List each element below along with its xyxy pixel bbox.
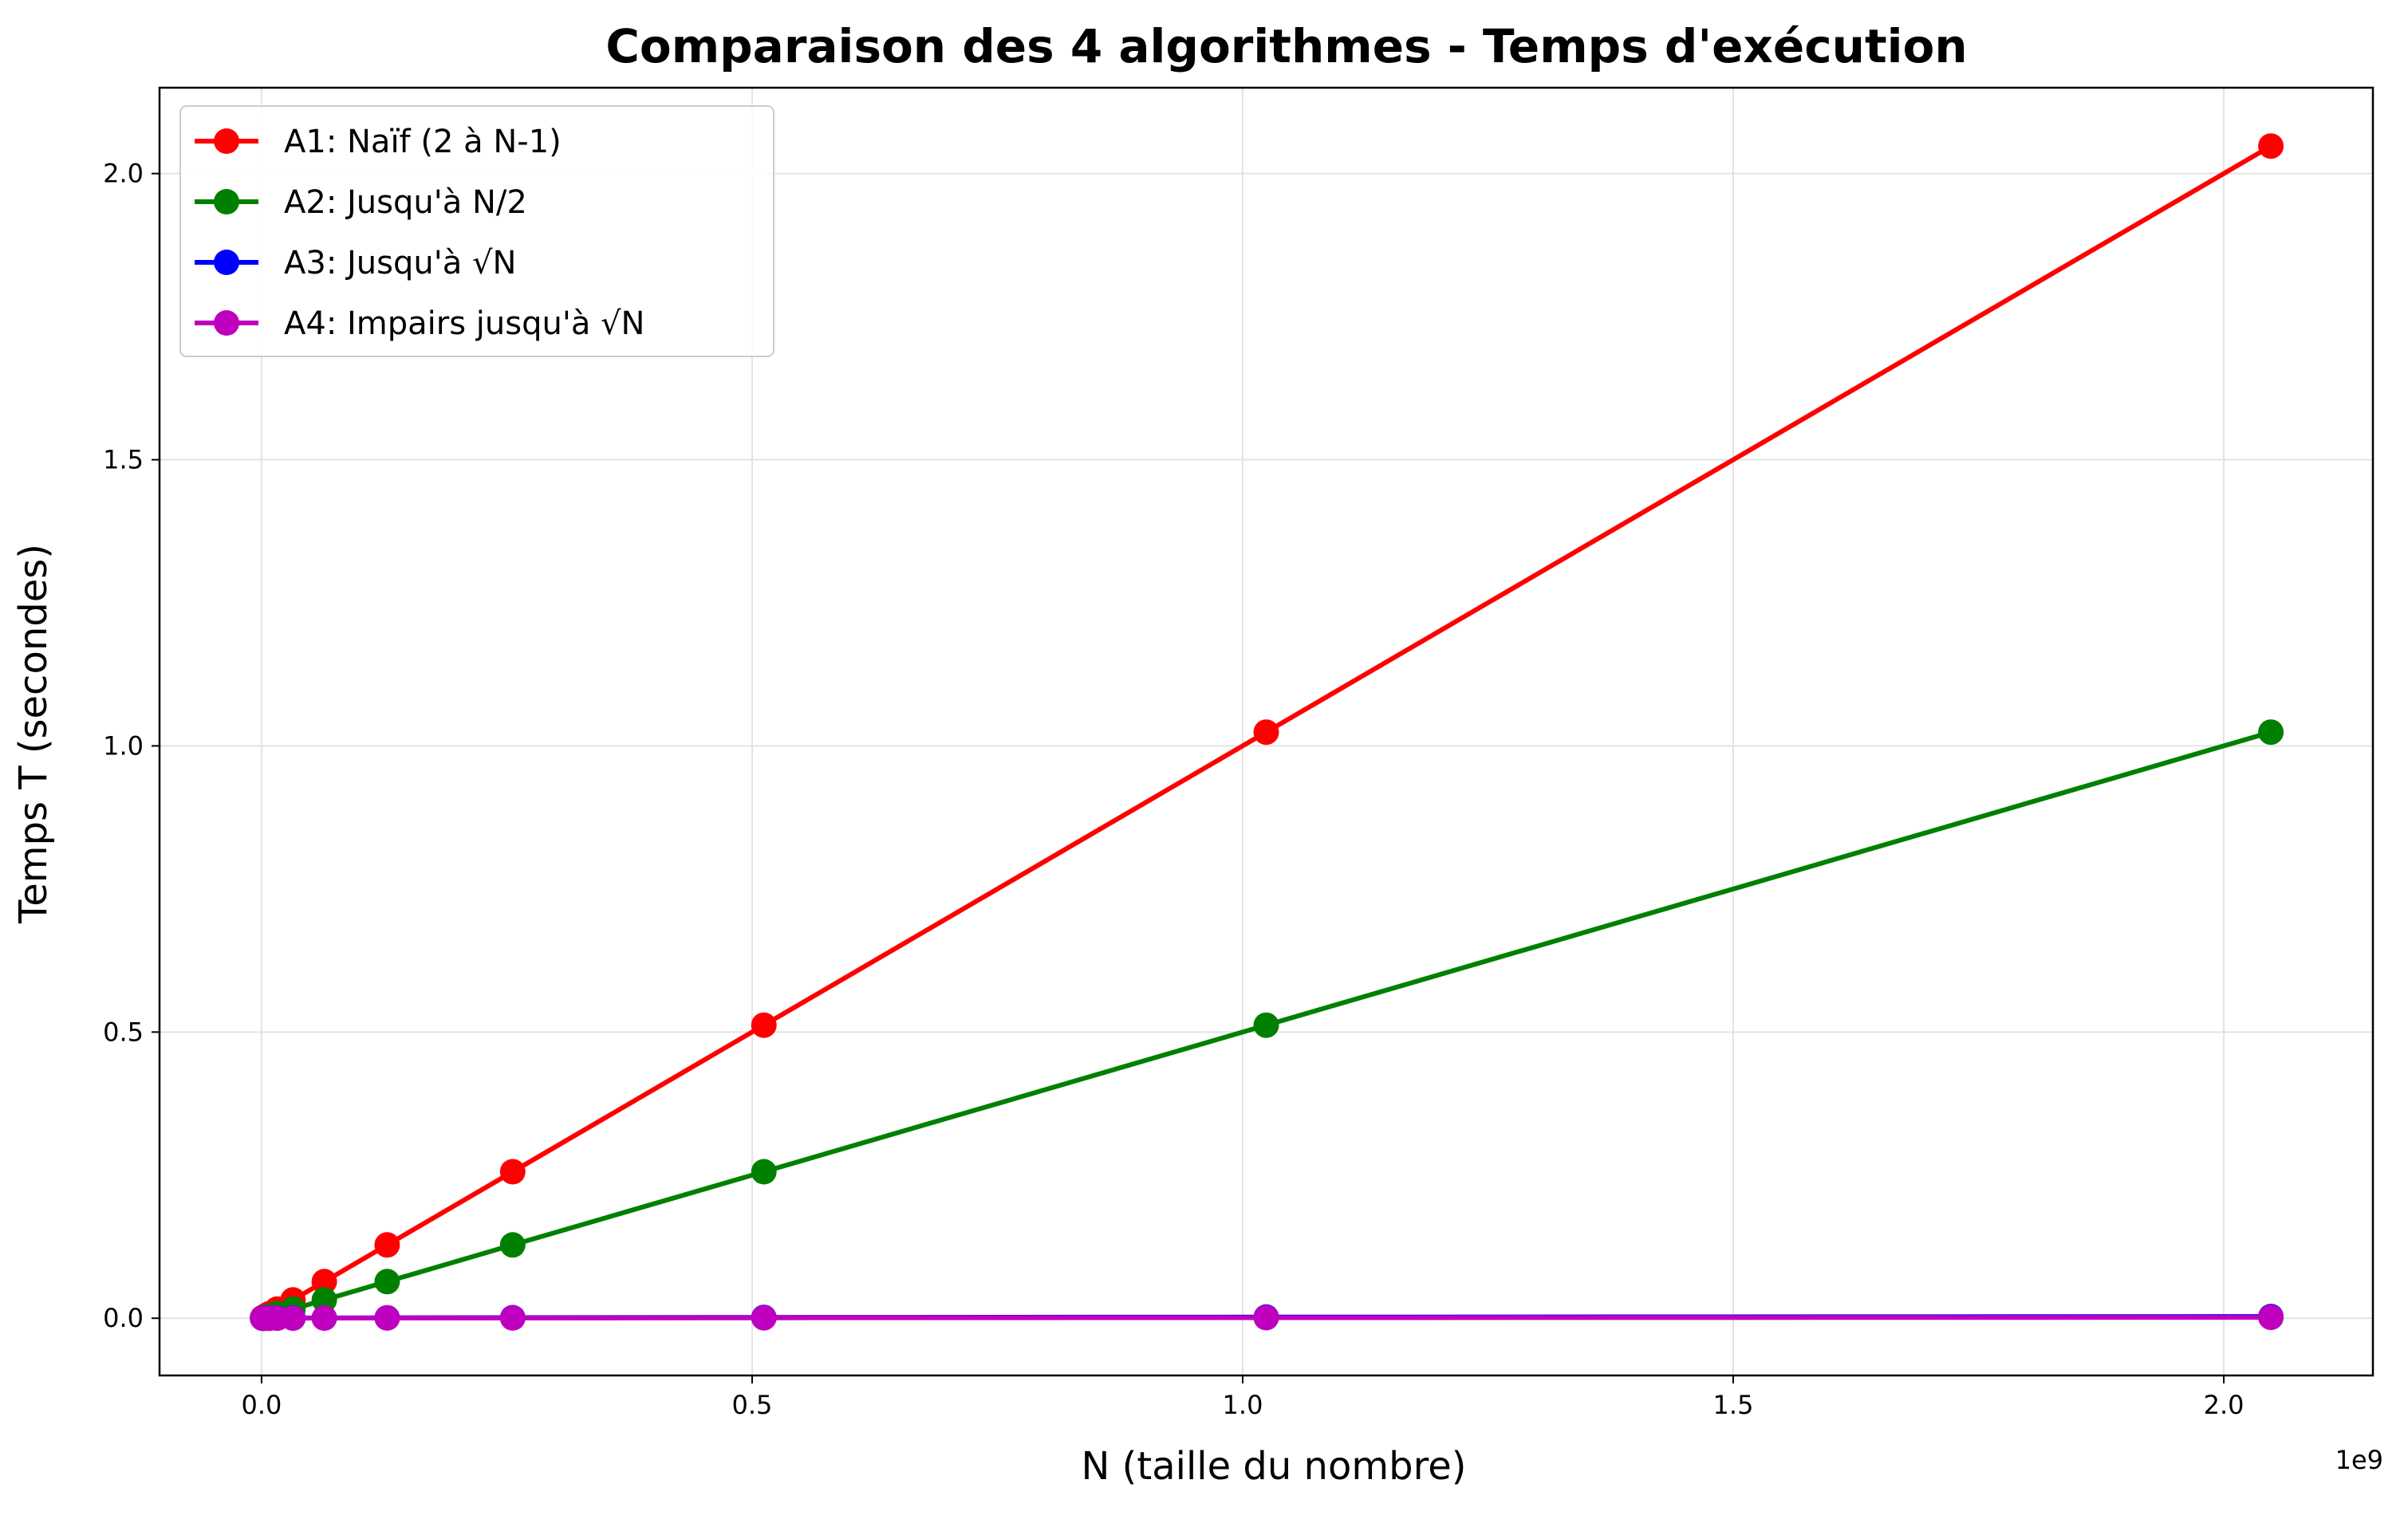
x-tick-label: 0.0: [241, 1390, 282, 1420]
data-point: [311, 1287, 337, 1313]
data-point: [1253, 1304, 1279, 1331]
data-point: [1253, 719, 1279, 746]
legend-item: A4: Impairs jusqu'à √N: [195, 305, 644, 342]
legend-item: A1: Naïf (2 à N-1): [195, 124, 562, 160]
data-point: [374, 1304, 400, 1331]
data-point: [374, 1269, 400, 1295]
legend-marker: [214, 128, 239, 154]
data-point: [2258, 133, 2284, 159]
legend-label: A1: Naïf (2 à N-1): [284, 124, 562, 160]
y-tick-label: 0.5: [103, 1017, 144, 1047]
plot-frame: [158, 86, 2375, 1377]
legend-box: [179, 105, 774, 357]
data-point: [751, 1159, 777, 1185]
plot-series: [250, 133, 2284, 1332]
data-point: [280, 1305, 306, 1332]
legend-marker: [214, 189, 239, 214]
data-point: [499, 1304, 526, 1331]
legend-label: A3: Jusqu'à √N: [284, 245, 516, 281]
data-point: [2258, 1304, 2284, 1331]
x-tick-label: 1.0: [1223, 1390, 1263, 1420]
axis-ticks: 0.0 0.5 1.0 1.5 2.0 0.0 0.5 1.0 1.5 2.0: [103, 159, 2244, 1420]
data-point: [751, 1304, 777, 1331]
legend-marker: [214, 250, 239, 275]
legend-label: A4: Impairs jusqu'à √N: [284, 305, 644, 342]
x-axis-offset-label: 1e9: [2335, 1445, 2383, 1475]
y-tick-label: 2.0: [103, 159, 144, 189]
data-point: [751, 1012, 777, 1038]
y-tick-label: 1.0: [103, 730, 144, 761]
data-point: [374, 1232, 400, 1258]
legend-item: A2: Jusqu'à N/2: [195, 184, 527, 221]
data-point: [499, 1232, 526, 1258]
x-tick-label: 1.5: [1713, 1390, 1754, 1420]
legend-marker: [214, 310, 239, 336]
x-axis-label: N (taille du nombre): [1081, 1444, 1466, 1489]
data-point: [2258, 719, 2284, 746]
chart-title: Comparaison des 4 algorithmes - Temps d'…: [605, 19, 1967, 73]
y-tick-label: 1.5: [103, 445, 144, 475]
x-tick-label: 0.5: [732, 1390, 773, 1420]
data-point: [311, 1269, 337, 1295]
legend-label: A2: Jusqu'à N/2: [284, 184, 527, 221]
y-axis-label: Temps T (secondes): [11, 544, 56, 924]
data-point: [499, 1159, 526, 1185]
x-tick-label: 2.0: [2204, 1390, 2244, 1420]
data-point: [311, 1305, 337, 1331]
legend-item: A3: Jusqu'à √N: [195, 245, 516, 281]
series-4: [250, 1304, 2284, 1332]
y-tick-label: 0.0: [103, 1303, 144, 1333]
data-point: [1253, 1012, 1279, 1038]
legend: A1: Naïf (2 à N-1) A2: Jusqu'à N/2 A3: Jus…: [179, 105, 774, 357]
